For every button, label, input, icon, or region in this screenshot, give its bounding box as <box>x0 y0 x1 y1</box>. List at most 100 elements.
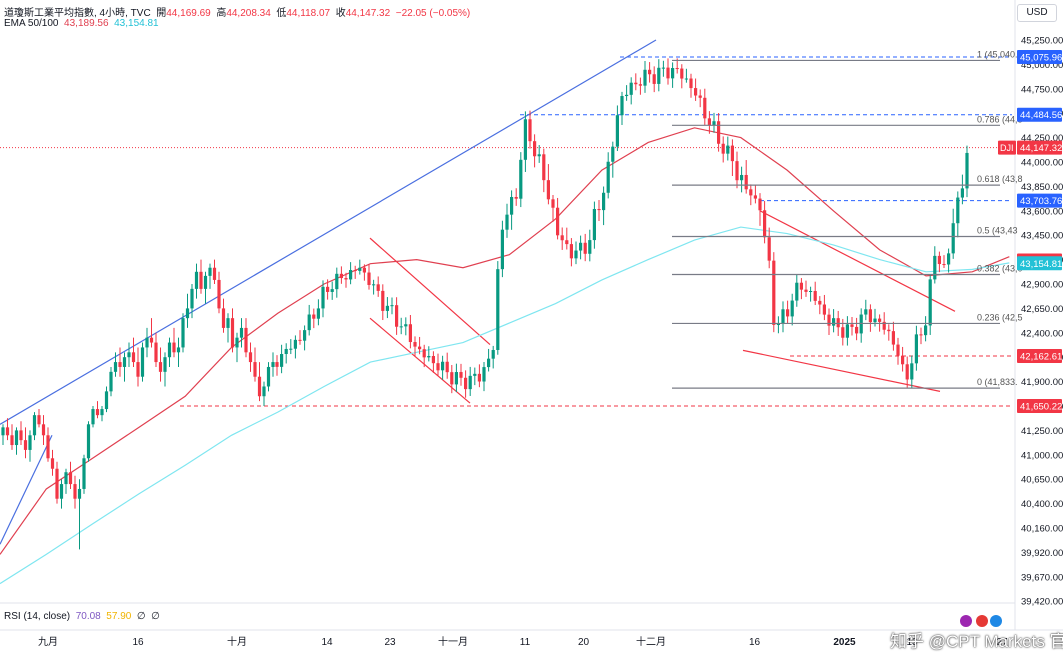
y-tick-label: 39,920.00 <box>1021 548 1063 559</box>
high-value: 44,208.34 <box>226 8 271 19</box>
fib-label: 0.236 (42,5 <box>977 312 1023 322</box>
flag-icon[interactable] <box>976 615 988 627</box>
price-tag-bg <box>1017 256 1062 271</box>
y-tick-label: 41,900.00 <box>1021 377 1063 388</box>
candle-body <box>353 270 357 272</box>
candle-body <box>298 339 302 341</box>
candle-body <box>638 84 642 86</box>
candle-body <box>864 309 868 315</box>
symbol-title[interactable]: 道瓊斯工業平均指數, 4小時, TVC <box>4 8 151 19</box>
candle-body <box>321 286 325 309</box>
candle-body <box>385 305 389 311</box>
y-tick-label: 39,670.00 <box>1021 572 1063 583</box>
x-tick-label: 16 <box>132 637 144 648</box>
candle-body <box>579 242 583 251</box>
candle-body <box>592 208 596 241</box>
currency-button[interactable]: USD <box>1017 4 1057 22</box>
price-tag-text: 43,154.81 <box>1020 259 1062 270</box>
candle-body <box>643 69 647 86</box>
candle-body <box>468 375 472 390</box>
candle-body <box>707 118 711 126</box>
y-tick-label: 42,650.00 <box>1021 304 1063 315</box>
fib-label: 0.618 (43,8 <box>977 174 1023 184</box>
candle-body <box>569 244 573 259</box>
candle-body <box>59 484 64 499</box>
lightning-icon[interactable] <box>960 615 972 627</box>
candle-body <box>855 326 859 334</box>
watermark: 知乎 @CPT Markets 官方 <box>890 632 1063 651</box>
candle-body <box>28 435 32 450</box>
price-tag-bg <box>1017 140 1062 155</box>
y-tick-label: 43,850.00 <box>1021 182 1063 193</box>
candle-body <box>167 342 172 358</box>
candle-body <box>694 88 698 96</box>
candle-body <box>253 362 257 377</box>
candle-body <box>95 409 100 416</box>
candle-body <box>910 363 914 380</box>
fib-label: 1 (45,040.6 <box>977 49 1023 59</box>
candle-body <box>68 472 73 485</box>
candle-body <box>924 325 928 336</box>
candle-body <box>661 67 665 69</box>
candle-body <box>326 286 330 292</box>
candle-body <box>556 207 560 236</box>
y-tick-label: 44,000.00 <box>1021 158 1063 169</box>
fib-label: 0.382 (43,0 <box>977 263 1023 273</box>
drawing-layer <box>0 39 1012 545</box>
candle-body <box>257 376 262 397</box>
candle-body <box>528 119 532 142</box>
ema-legend[interactable]: EMA 50/100 43,189.56 43,154.81 <box>4 18 159 29</box>
candle-body <box>445 361 449 373</box>
candle-body <box>878 318 882 322</box>
candle-body <box>689 78 693 89</box>
candle-body <box>395 305 399 327</box>
candle-body <box>367 272 371 285</box>
price-tag-bg <box>1017 348 1062 363</box>
candle-body <box>887 329 891 332</box>
candle-body <box>937 255 941 265</box>
candle-body <box>19 430 23 441</box>
candle-body <box>753 195 757 199</box>
candle-body <box>804 289 808 292</box>
candle-body <box>37 415 41 425</box>
candle-body <box>763 210 767 238</box>
x-tick-label: 九月 <box>38 636 58 648</box>
x-tick-label: 16 <box>749 637 761 648</box>
fib-label: 0.5 (43,43 <box>977 225 1018 235</box>
candle-body <box>868 309 872 323</box>
candle-body <box>226 318 230 328</box>
candle-body <box>629 82 633 95</box>
candle-body <box>454 372 458 385</box>
symbol-tag-bg <box>998 140 1016 155</box>
candle-body <box>896 344 900 356</box>
candle-body <box>64 472 68 485</box>
candle-body <box>73 484 77 499</box>
rsi-label: RSI (14, close) <box>4 611 71 622</box>
candle-body <box>533 141 537 157</box>
candle-body <box>721 143 725 154</box>
candle-body <box>744 174 748 190</box>
rsi-value: 70.08 <box>75 611 101 622</box>
candle-body <box>280 354 284 367</box>
candle-body <box>671 68 675 79</box>
candle-body <box>845 324 849 338</box>
candle-body <box>758 198 762 211</box>
candle-body <box>459 372 463 378</box>
time-axis[interactable]: 九月 16 十月 14 23 十一月 11 20 十二月 16 2025 13 27 <box>38 635 1008 648</box>
flag-icon[interactable] <box>990 615 1002 627</box>
candle-body <box>510 196 514 215</box>
candle-body <box>91 409 95 425</box>
price-tag-text: 43,703.76 <box>1020 196 1062 207</box>
x-tick-label: 13 <box>906 637 918 648</box>
candle-body <box>372 284 376 286</box>
candle-body <box>293 339 297 349</box>
candle-body <box>634 82 638 85</box>
rsi-legend[interactable]: RSI (14, close) 70.08 57.90 ∅ ∅ <box>4 611 160 622</box>
fib-label: 0 (41,833. <box>977 377 1018 387</box>
candle-body <box>154 342 158 363</box>
candle-body <box>574 250 578 259</box>
candle-body <box>781 309 785 325</box>
candle-body <box>303 330 307 341</box>
